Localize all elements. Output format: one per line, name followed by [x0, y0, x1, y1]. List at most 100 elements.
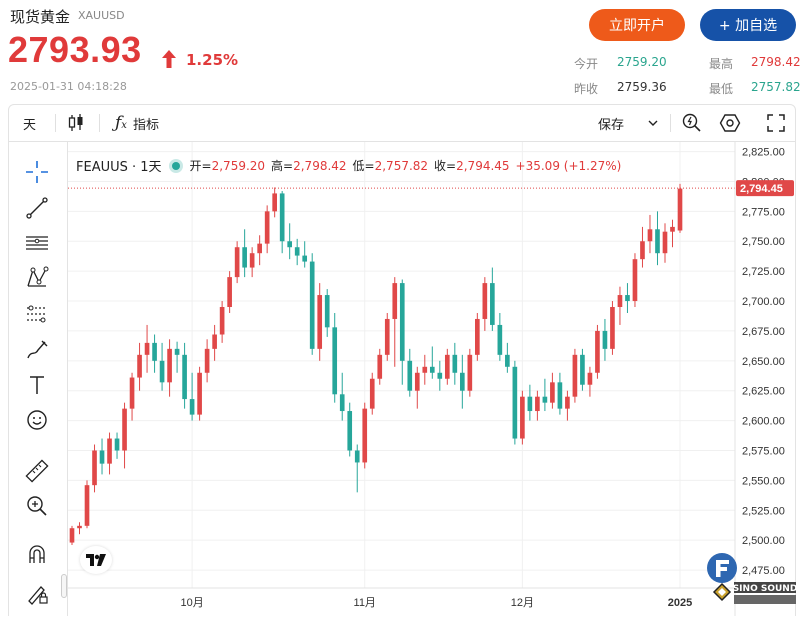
- candle-body: [257, 243, 262, 254]
- candle-body: [144, 342, 150, 355]
- legend-high-label: 高=: [271, 159, 294, 173]
- candle-body: [452, 354, 458, 373]
- legend-open-label: 开=: [189, 159, 212, 173]
- magnet-icon[interactable]: [23, 541, 51, 569]
- drawing-toolbar: [8, 142, 68, 616]
- horizontal-lines-icon[interactable]: [23, 229, 51, 257]
- candle-body: [264, 211, 270, 244]
- y-tick-label: 2,475.00: [742, 565, 785, 577]
- candle-body: [490, 283, 495, 325]
- quick-search-button[interactable]: [681, 105, 703, 141]
- stat-low-label: 最低: [709, 82, 734, 96]
- stat-prev-close: 昨收: [574, 80, 598, 97]
- text-icon[interactable]: [23, 371, 51, 399]
- candle-body: [152, 342, 157, 361]
- candles: [68, 183, 735, 545]
- candle-body: [369, 378, 375, 409]
- candle-body: [339, 394, 345, 412]
- candle-body: [527, 396, 533, 412]
- indicators-label: 指标: [132, 117, 159, 133]
- collapse-toolbar-handle[interactable]: [61, 574, 67, 598]
- candle-body: [384, 318, 390, 355]
- sinobound-watermark-logo: SINO SOUND: [707, 553, 797, 604]
- candle-body: [129, 377, 135, 409]
- candle-type-button[interactable]: [67, 105, 85, 141]
- zoom-in-icon[interactable]: [23, 492, 51, 520]
- candle-body: [137, 354, 142, 378]
- candle-body: [670, 226, 675, 232]
- crosshair-icon[interactable]: [23, 158, 51, 186]
- price-chart[interactable]: 2,825.002,800.002,775.002,750.002,725.00…: [68, 142, 796, 616]
- open-account-button[interactable]: 立即开户: [589, 9, 685, 41]
- candle-body: [392, 283, 398, 319]
- candle-body: [662, 231, 668, 254]
- emoji-icon[interactable]: [23, 406, 51, 434]
- fullscreen-button[interactable]: [766, 105, 786, 141]
- save-button[interactable]: 保存: [598, 105, 660, 141]
- y-tick-label: 2,825.00: [742, 147, 785, 159]
- legend-high-value: 2,798.42: [293, 158, 347, 173]
- legend-open-value: 2,759.20: [211, 158, 266, 173]
- candle-body: [535, 396, 540, 412]
- stat-low: 最低: [709, 80, 733, 97]
- chart-toolbar: 天 ƒx 指标 保存: [8, 104, 796, 142]
- stat-open-label: 今开: [574, 57, 599, 71]
- candle-body: [467, 354, 473, 391]
- trend-line-icon[interactable]: [23, 194, 51, 222]
- settings-button[interactable]: [719, 105, 741, 141]
- candle-body: [77, 525, 82, 529]
- y-tick-label: 2,525.00: [742, 505, 785, 517]
- candle-body: [92, 450, 97, 486]
- candle-body: [122, 408, 127, 451]
- candle-body: [272, 193, 277, 212]
- lock-drawings-icon[interactable]: [23, 579, 51, 607]
- candle-body: [580, 354, 585, 385]
- candle-body: [167, 348, 172, 383]
- candle-body: [482, 283, 488, 319]
- candle-body: [444, 354, 450, 379]
- candle-body: [114, 438, 120, 451]
- chart-legend: FEAUUS · 1天 开= 2,759.20 高= 2,798.42 低= 2,75…: [76, 156, 627, 176]
- add-watchlist-button[interactable]: + 加自选: [700, 9, 796, 41]
- save-label: 保存: [598, 117, 625, 133]
- candle-body: [602, 330, 608, 349]
- candle-body: [437, 372, 443, 379]
- brush-icon[interactable]: [23, 336, 51, 364]
- y-tick-label: 2,575.00: [742, 445, 785, 457]
- legend-close-value: 2,794.45: [456, 158, 510, 173]
- candle-body: [625, 295, 630, 302]
- candle-body: [354, 450, 360, 463]
- y-tick-label: 2,725.00: [742, 266, 785, 278]
- candle-body: [309, 261, 315, 349]
- y-tick-label: 2,500.00: [742, 535, 785, 547]
- indicators-button[interactable]: ƒx 指标: [115, 105, 159, 141]
- y-tick-label: 2,750.00: [742, 236, 785, 248]
- candlestick-chart[interactable]: 2,825.002,800.002,775.002,750.002,725.00…: [68, 142, 796, 616]
- candle-body: [422, 366, 428, 373]
- candle-body: [182, 354, 187, 400]
- stat-open: 今开: [574, 55, 598, 72]
- candle-body: [475, 318, 480, 355]
- candle-body: [512, 366, 518, 439]
- legend-symbol: FEAUUS · 1天: [76, 160, 162, 175]
- x-tick-label: 10月: [180, 597, 203, 609]
- candle-body: [159, 360, 165, 383]
- tradingview-logo[interactable]: [80, 546, 112, 574]
- interval-button[interactable]: 天: [23, 117, 37, 133]
- legend-close-label: 收=: [434, 159, 457, 173]
- candle-body: [407, 360, 413, 391]
- candle-body: [279, 193, 285, 242]
- legend-low-value: 2,757.82: [374, 158, 429, 173]
- candle-body: [219, 307, 225, 335]
- stat-high-value: 2798.42: [751, 55, 801, 69]
- ruler-icon[interactable]: [23, 457, 51, 485]
- legend-low-label: 低=: [352, 159, 375, 173]
- pattern-icon[interactable]: [23, 264, 51, 292]
- candle-body: [565, 396, 570, 409]
- candle-body: [69, 528, 75, 543]
- candle-body: [572, 354, 578, 397]
- stat-prev-close-value: 2759.36: [617, 80, 667, 94]
- prediction-icon[interactable]: [23, 300, 51, 328]
- candle-body: [324, 295, 330, 328]
- candle-body: [677, 188, 683, 231]
